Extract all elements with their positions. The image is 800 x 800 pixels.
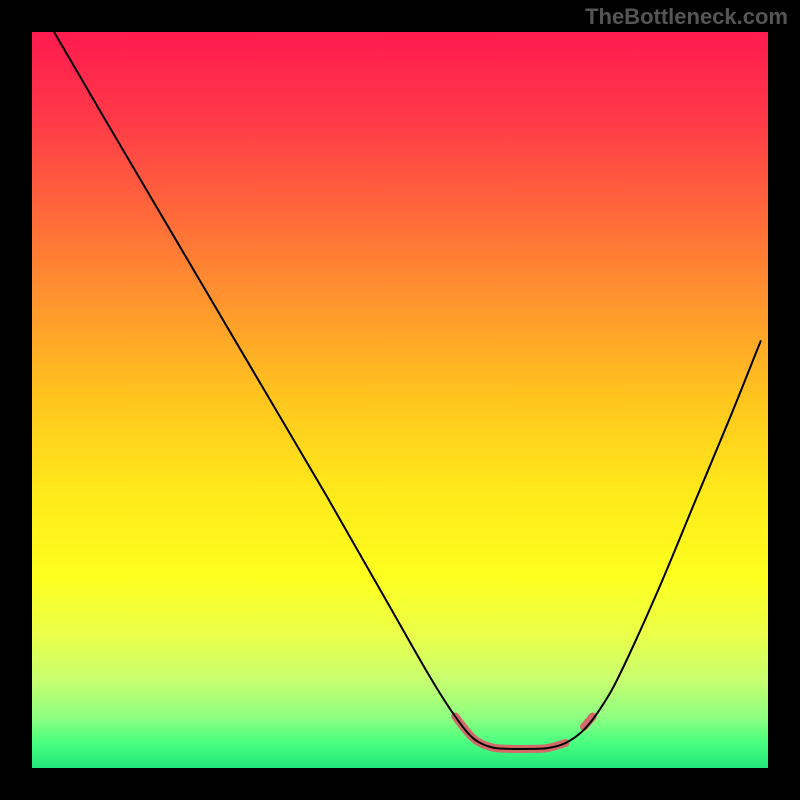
chart-plot-area [32, 32, 768, 768]
watermark-text: TheBottleneck.com [585, 4, 788, 30]
chart-container: TheBottleneck.com [0, 0, 800, 800]
chart-gradient-background [32, 32, 768, 768]
